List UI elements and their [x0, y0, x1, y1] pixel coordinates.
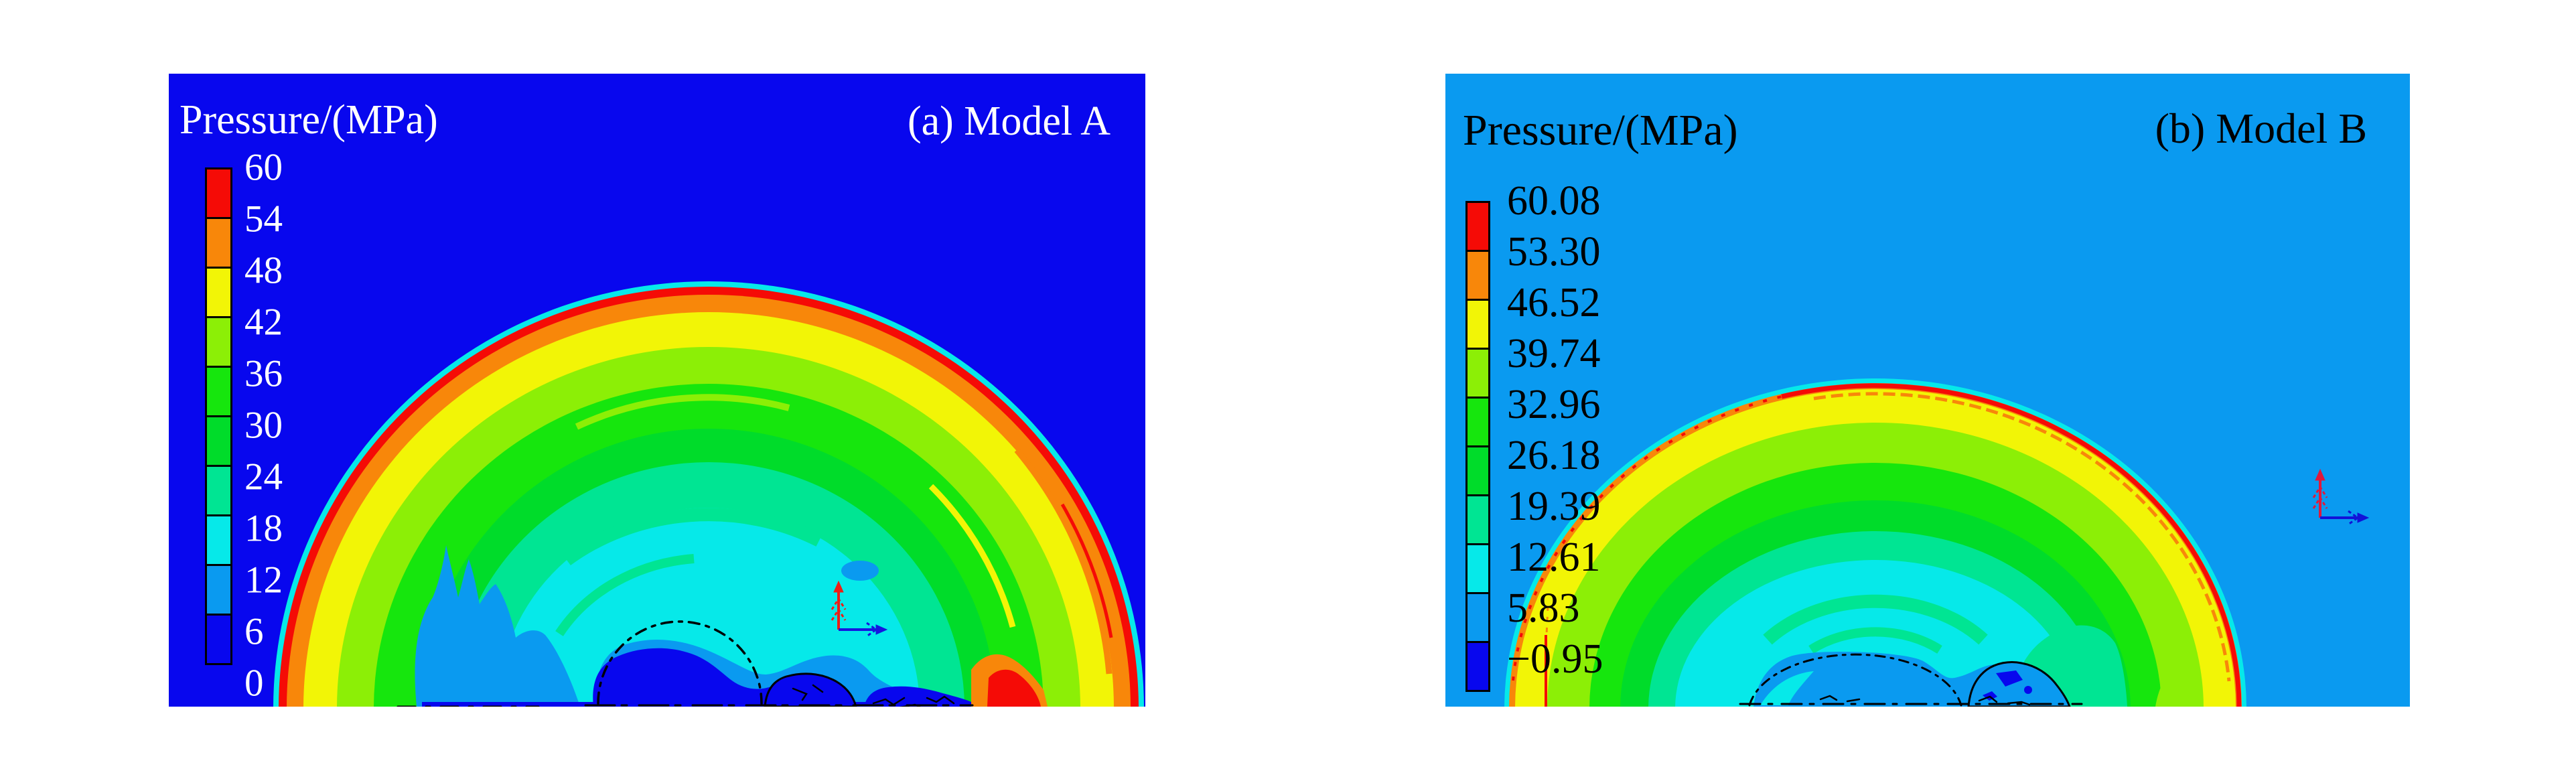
- colorbar-tick-label: 53.30: [1507, 229, 1601, 275]
- colorbar-block: [1465, 641, 1490, 692]
- caption-model-a: (a) Model A: [907, 98, 1111, 144]
- colorbar-tick-label: 12.61: [1507, 535, 1601, 580]
- reflection-hotspot-a: [971, 654, 1048, 707]
- colorbar-block: [205, 614, 232, 665]
- colorbar-tick-label: 12: [244, 559, 283, 601]
- caption-model-b: (b) Model B: [2155, 104, 2367, 152]
- colorbar-block: [205, 267, 232, 318]
- colorbar-tick-label: 30: [244, 404, 283, 447]
- colorbar-block: [1465, 543, 1490, 594]
- colorbar-block: [1465, 201, 1490, 252]
- shock-front-arcs-b: [1512, 383, 2242, 707]
- colorbar-title-a: Pressure/(MPa): [180, 97, 438, 143]
- colorbar-block: [205, 316, 232, 368]
- colorbar-tick-label: 19.39: [1507, 484, 1601, 529]
- colorbar-title-b: Pressure/(MPa): [1463, 106, 1738, 155]
- colorbar-tick-label: 39.74: [1507, 331, 1601, 376]
- colorbar-block: [205, 564, 232, 616]
- colorbar-tick-label: 42: [244, 301, 283, 344]
- axis-up-arrow-icon: [831, 580, 847, 630]
- colorbar-block: [205, 465, 232, 516]
- panel-model-b: Pressure/(MPa) (b) Model B 60.08 53.30 46.…: [1445, 74, 2410, 707]
- colorbar-block: [1465, 397, 1490, 447]
- vehicle-outline-b: [1739, 653, 2083, 707]
- colorbar-block: [205, 366, 232, 417]
- axis-triad-a: [831, 580, 888, 638]
- axis-right-arrow-icon: [2320, 510, 2370, 526]
- colorbar-tick-label: 24: [244, 455, 283, 498]
- contour-field-b: [1445, 74, 2410, 707]
- colorbar-tick-label: 54: [244, 198, 283, 240]
- axis-right-arrow-icon: [839, 622, 888, 638]
- colorbar-block: [1465, 445, 1490, 496]
- contour-field-a: [169, 74, 1145, 707]
- colorbar-block: [1465, 250, 1490, 301]
- colorbar-tick-label: 60: [244, 146, 283, 189]
- vehicle-outline-a: [397, 620, 974, 707]
- blast-dome-b: [1504, 378, 2246, 707]
- colorbar-block: [1465, 299, 1490, 350]
- colorbar-tick-label: 46.52: [1507, 280, 1601, 326]
- colorbar-block: [1465, 494, 1490, 545]
- colorbar-b: 60.08 53.30 46.52 39.74 32.96 26.18 19.39 12.61…: [1465, 180, 1603, 692]
- shock-band-streaks-a: [555, 394, 1113, 674]
- blast-dome-a: [273, 281, 1144, 707]
- colorbar-tick-label: 6: [244, 610, 264, 653]
- colorbar-block: [205, 415, 232, 467]
- colorbar-a: 60 54 48 42 36 30 24 18 12 6 0: [205, 149, 283, 703]
- colorbar-tick-label: 5.83: [1507, 585, 1580, 631]
- colorbar-tick-label: 32.96: [1507, 382, 1601, 427]
- colorbar-tick-label: 0: [244, 662, 264, 705]
- colorbar-tick-label: −0.95: [1507, 636, 1603, 682]
- colorbar-tick-label: 18: [244, 507, 283, 550]
- colorbar-block: [205, 514, 232, 566]
- colorbar-block: [1465, 592, 1490, 643]
- colorbar-tick-label: 60.08: [1507, 178, 1601, 224]
- colorbar-tick-label: 36: [244, 352, 283, 395]
- colorbar-block: [205, 167, 232, 219]
- colorbar-tick-label: 48: [244, 249, 283, 292]
- colorbar-block: [1465, 348, 1490, 399]
- colorbar-tick-label: 26.18: [1507, 433, 1601, 478]
- axis-triad-b: [2312, 468, 2370, 526]
- colorbar-block: [205, 217, 232, 269]
- panel-model-a: Pressure/(MPa) (a) Model A 60 54 48 42 36 30 2…: [169, 74, 1145, 707]
- axis-up-arrow-icon: [2312, 468, 2328, 518]
